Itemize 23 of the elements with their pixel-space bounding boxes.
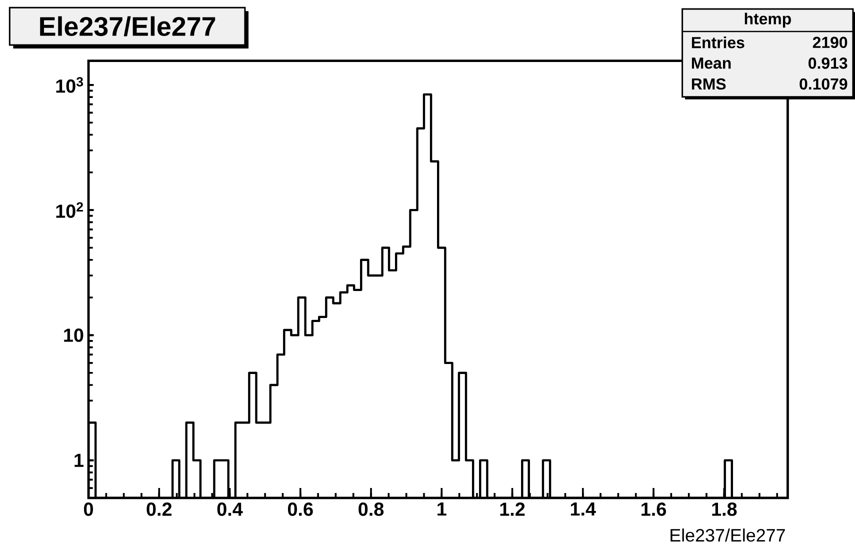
text: Entries (692, 36, 744, 48)
x-tick-label: 1.8 (712, 502, 737, 516)
x-tick-label: 0.2 (146, 502, 172, 516)
x-tick-label: 0 (84, 502, 93, 516)
annotation: Mean (692, 58, 731, 69)
text: 2190 (812, 36, 848, 48)
y-tick-label: 10 (64, 328, 84, 342)
x-axis-title: Ele237/Ele277 (670, 528, 785, 542)
x-tick-label: 0.6 (288, 502, 313, 516)
x-tick-label: 1.6 (642, 502, 666, 516)
text: 0.913 (808, 58, 848, 69)
text: htemp (744, 12, 791, 28)
y-tick-label: 10$^{2}$ (56, 202, 83, 218)
x-tick-label: 1.4 (570, 502, 596, 516)
x-tick-label: 0.8 (358, 502, 384, 516)
y-tick-label: 1 (74, 454, 84, 467)
x-tick-label: 0.4 (217, 502, 243, 516)
text: 0.1079 (800, 78, 848, 90)
x-tick-label: 1.2 (500, 502, 525, 516)
chart-title: Ele237/Ele277 (40, 16, 216, 36)
y-tick-label: 10$^{3}$ (56, 77, 84, 93)
x-tick-label: 1 (438, 502, 446, 516)
annotation: RMS (692, 78, 726, 90)
